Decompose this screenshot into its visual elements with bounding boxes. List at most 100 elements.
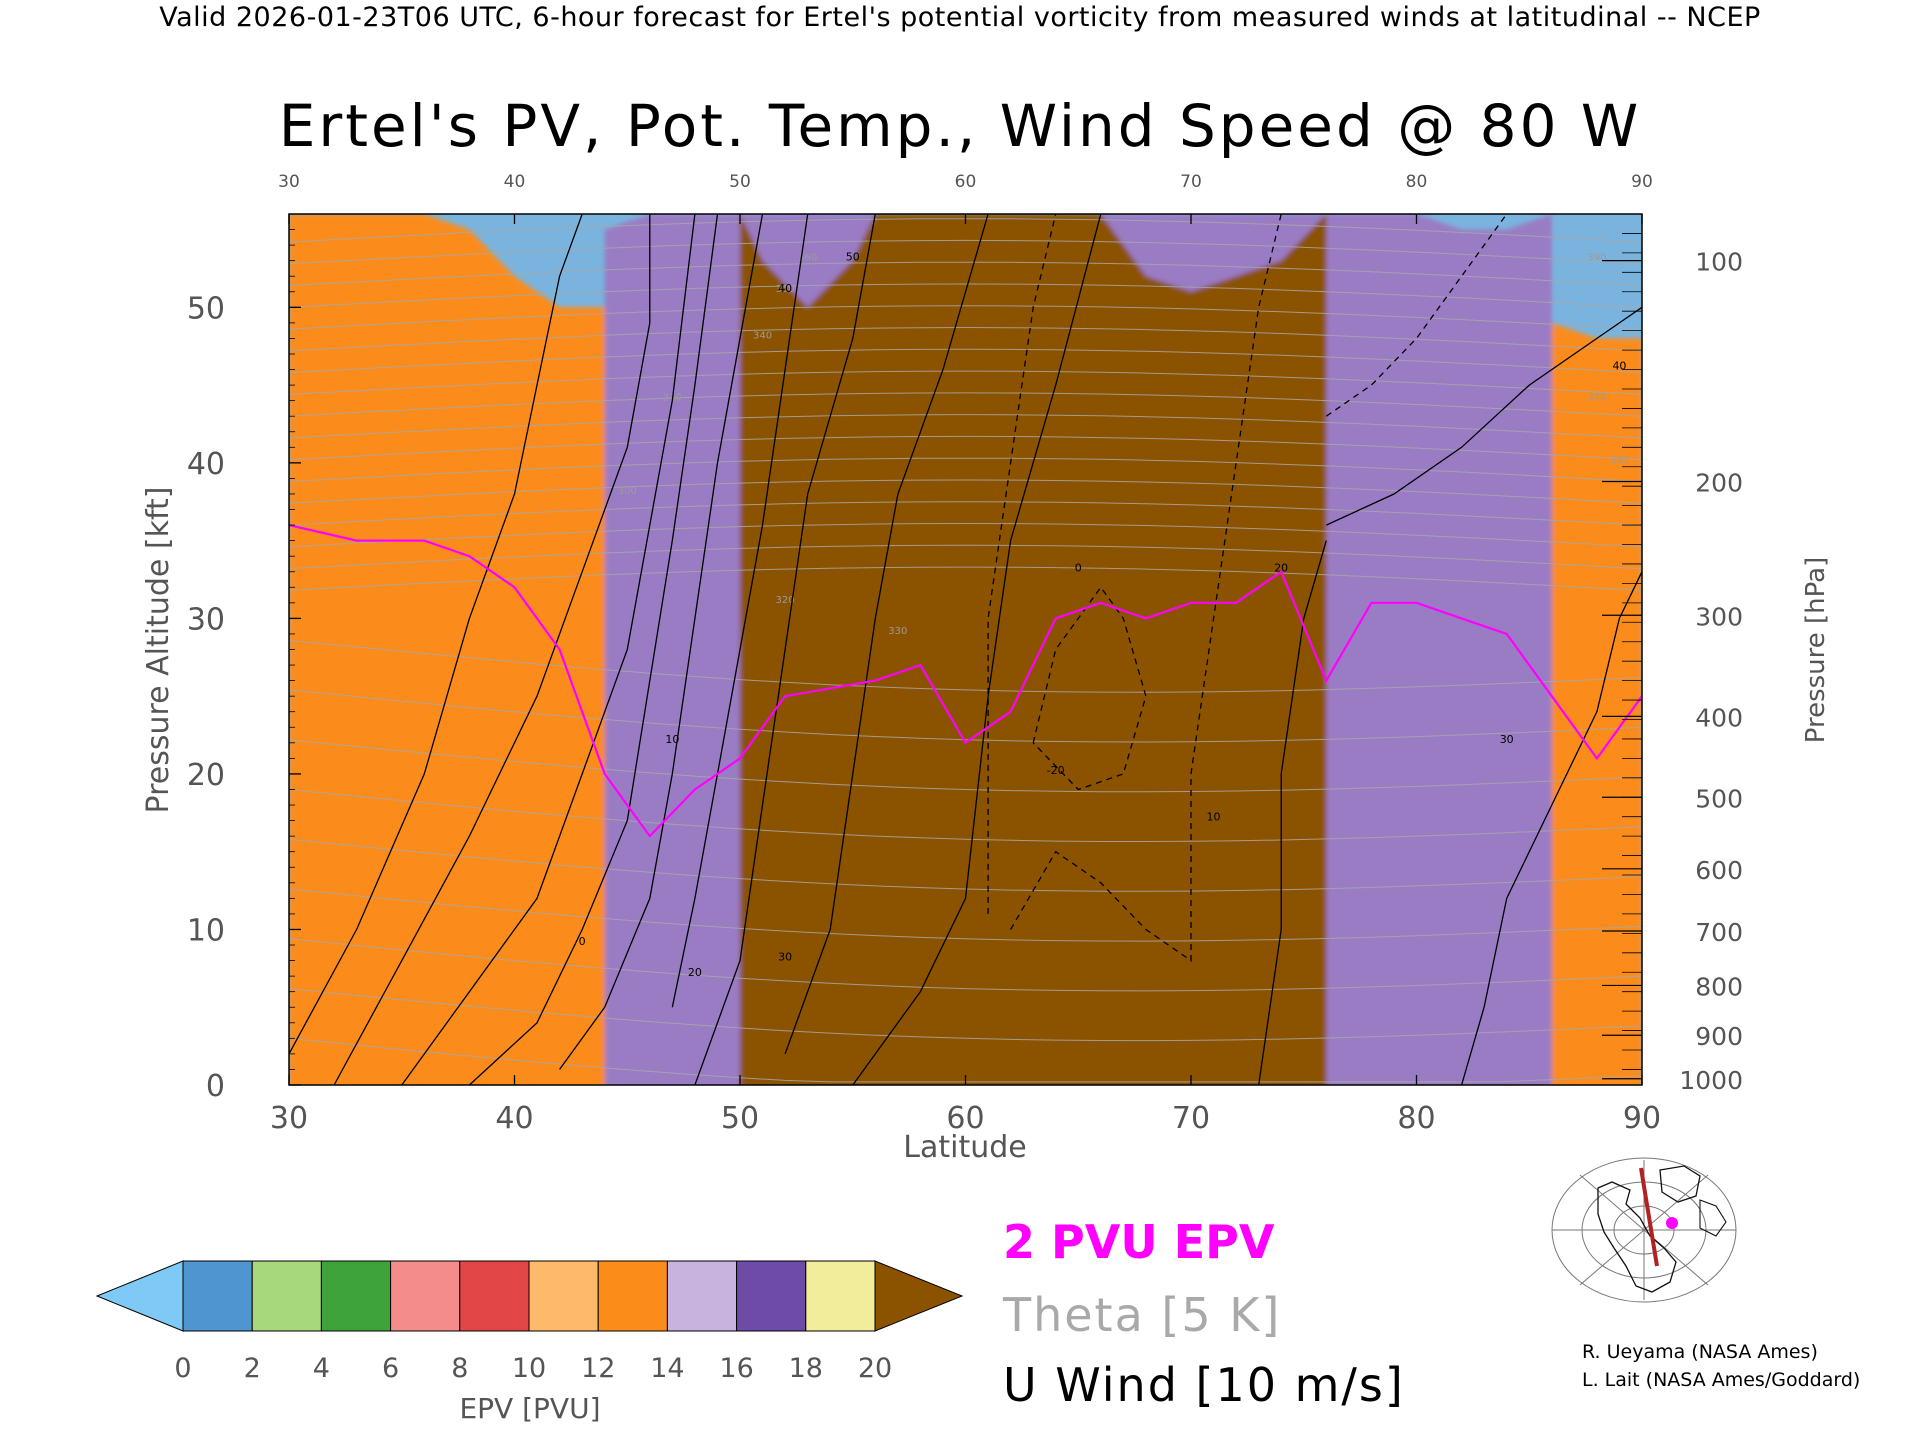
credit-line-1: R. Ueyama (NASA Ames) <box>1582 1341 1818 1363</box>
colorbar-over-arrow <box>874 1260 964 1332</box>
wind-contour-dashed <box>987 214 1057 914</box>
theta-contour-label: 380 <box>1610 455 1629 466</box>
y-tick-label-right: 400 <box>1695 703 1743 732</box>
wind-contour-label: 10 <box>1207 811 1221 824</box>
theta-contour <box>289 239 1642 265</box>
colorbar-label: EPV [PVU] <box>459 1392 600 1425</box>
colorbar-tick-label: 12 <box>581 1353 615 1384</box>
theta-contour <box>289 789 1642 842</box>
y-axis-label-left: Pressure Altitude [kft] <box>141 487 176 814</box>
x-tick-label: 40 <box>495 1101 533 1136</box>
colorbar-segment <box>320 1260 392 1332</box>
epv-layers <box>289 214 1642 1085</box>
x-tick-label-top: 50 <box>729 172 751 192</box>
theta-contour-label: 350 <box>776 284 795 295</box>
colorbar-segment <box>251 1260 322 1332</box>
wind-contour-label: 20 <box>688 966 702 979</box>
y-tick-label-left: 40 <box>187 447 225 482</box>
y-tick-label-right: 100 <box>1695 248 1743 277</box>
y-tick-label-right: 700 <box>1695 918 1743 947</box>
x-tick-label-top: 70 <box>1180 172 1202 192</box>
wind-contour-label: 0 <box>1075 562 1082 575</box>
y-tick-label-right: 300 <box>1695 602 1743 631</box>
colorbar-tick-label: 14 <box>650 1353 684 1384</box>
colorbar-tick-label: 6 <box>382 1353 399 1384</box>
wind-contour-label: 40 <box>778 282 792 295</box>
theta-contour <box>289 392 1642 417</box>
theta-contour <box>289 457 1642 482</box>
x-tick-label: 50 <box>721 1101 759 1136</box>
colorbar: 0 2 4 6 8 10 12 14 16 18 20 <box>95 1260 964 1384</box>
inset-position-marker <box>1666 1217 1678 1229</box>
epv-layer-20 <box>740 214 1327 1085</box>
x-tick-label-top: 40 <box>504 172 526 192</box>
colorbar-segment <box>182 1260 253 1332</box>
x-tick-label: 60 <box>946 1101 984 1136</box>
y-tick-label-right: 200 <box>1695 469 1743 498</box>
y-tick-label-left: 0 <box>206 1069 225 1104</box>
x-tick-label-top: 30 <box>278 172 300 192</box>
wind-contour-label: 0 <box>579 935 586 948</box>
legend-theta: Theta [5 K] <box>1003 1288 1282 1342</box>
wind-contour-label: 10 <box>665 733 679 746</box>
inset-map <box>1546 1155 1742 1305</box>
wind-contour-solid <box>559 214 764 1070</box>
colorbar-tick-label: 0 <box>174 1353 191 1384</box>
wind-contour-dashed <box>1325 214 1508 417</box>
wind-contour-solid <box>333 214 651 1085</box>
wind-contour-solid <box>401 214 696 1085</box>
x-tick-label: 30 <box>270 1101 308 1136</box>
y-axis-label-right: Pressure [hPa] <box>1801 557 1831 744</box>
theta-contour-label: 330 <box>888 626 907 637</box>
wind-contour-label: 30 <box>1500 733 1514 746</box>
colorbar-tick-label: 16 <box>719 1353 753 1384</box>
wind-contour-solid <box>289 214 583 1055</box>
y-tick-label-right: 800 <box>1695 972 1743 1001</box>
theta-contour-label: 370 <box>1587 393 1606 404</box>
x-tick-label: 80 <box>1397 1101 1435 1136</box>
y-tick-label-left: 20 <box>187 758 225 793</box>
colorbar-tick-label: 20 <box>858 1353 892 1384</box>
x-tick-label-top: 80 <box>1406 172 1428 192</box>
x-tick-label-top: 60 <box>955 172 977 192</box>
pv2-contour-line <box>289 524 1642 838</box>
wind-contour-solid <box>1460 571 1642 1085</box>
theta-contour-label: 320 <box>776 595 795 606</box>
colorbar-segment <box>736 1260 807 1332</box>
wind-contour-solid <box>784 214 989 1055</box>
theta-contour <box>289 689 1642 743</box>
theta-contour <box>289 522 1642 548</box>
y-tick-label-right: 600 <box>1695 856 1743 885</box>
theta-contour <box>289 261 1642 286</box>
colorbar-tick-label: 10 <box>512 1353 546 1384</box>
wind-contour-dashed <box>1010 214 1282 962</box>
y-tick-label-right: 1000 <box>1679 1066 1743 1095</box>
theta-contour <box>289 435 1642 461</box>
wind-contour-solid <box>1258 540 1327 1085</box>
theta-contour <box>289 988 1642 1042</box>
wind-contour-solid <box>1326 306 1642 526</box>
theta-contour <box>289 838 1642 892</box>
x-tick-label-top: 90 <box>1631 172 1653 192</box>
epv-layer-group <box>289 214 1642 1085</box>
wind-contour-label: 50 <box>846 251 860 264</box>
theta-contour <box>289 739 1642 793</box>
theta-contour <box>289 639 1642 693</box>
colorbar-segment <box>390 1260 461 1332</box>
wind-contour-solid <box>852 214 1102 1085</box>
wind-contour-solid <box>671 214 809 1008</box>
legend-u-wind: U Wind [10 m/s] <box>1003 1358 1405 1412</box>
y-tick-label-left: 30 <box>187 602 225 637</box>
theta-contour-label: 390 <box>1587 253 1606 264</box>
theta-contour <box>289 938 1642 992</box>
pv2-contour <box>289 524 1642 838</box>
colorbar-tick-label: 4 <box>313 1353 330 1384</box>
x-axis-label: Latitude <box>903 1130 1026 1165</box>
colorbar-segment <box>528 1260 599 1332</box>
theta-contour <box>289 544 1642 570</box>
wind-contour-dashed <box>1032 586 1147 791</box>
y-tick-label-right: 500 <box>1695 784 1743 813</box>
